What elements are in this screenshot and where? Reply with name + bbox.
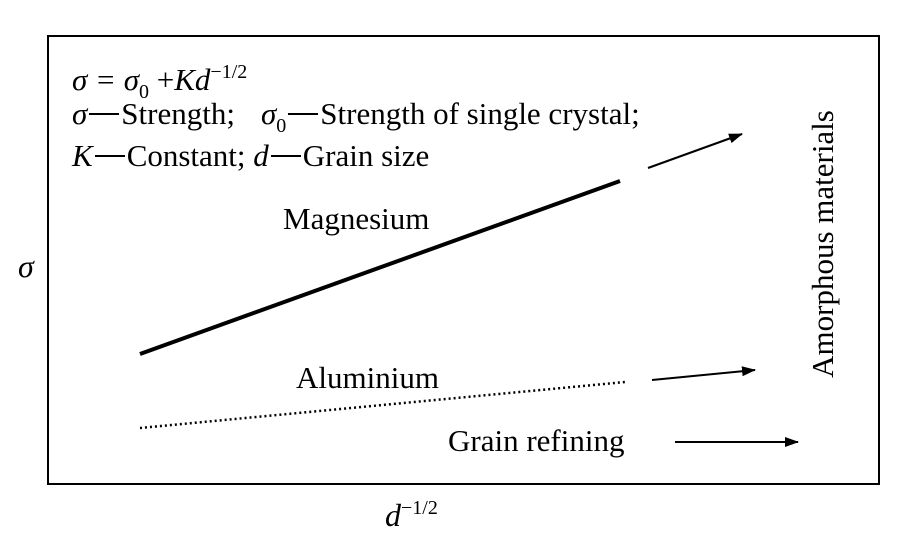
em-dash — [288, 113, 319, 115]
formula: σ = σ0 +Kd−1/2 — [72, 61, 248, 103]
em-dash — [94, 155, 125, 157]
magnesium-arrow — [647, 133, 743, 169]
amorphous-materials-label: Amorphous materials — [805, 110, 840, 378]
legend-line-2: K Constant; d Grain size — [72, 138, 430, 173]
magnesium-label: Magnesium — [283, 201, 430, 236]
x-axis-label: d−1/2 — [385, 497, 438, 533]
aluminium-arrow — [651, 366, 756, 381]
diagram-frame — [47, 35, 880, 485]
y-axis-label: σ — [18, 248, 34, 284]
aluminium-label: Aluminium — [296, 360, 439, 395]
aluminium-line — [139, 380, 626, 430]
em-dash — [89, 113, 120, 115]
grain-refining-label: Grain refining — [448, 423, 625, 458]
em-dash — [270, 155, 301, 157]
magnesium-line — [139, 179, 621, 356]
legend-line-1: σ Strength; σ0 Strength of single crystal; — [72, 96, 640, 137]
